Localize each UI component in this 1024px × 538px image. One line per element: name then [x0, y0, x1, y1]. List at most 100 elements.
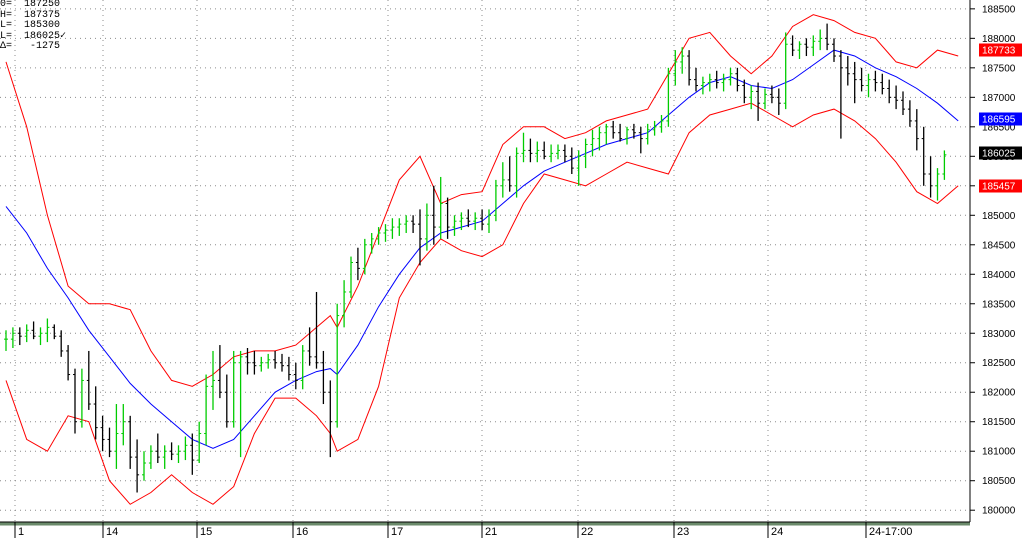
ohlc-bar	[659, 115, 664, 133]
ohlc-bar	[176, 445, 181, 464]
ohlc-bar	[197, 421, 202, 464]
ohlc-bar	[59, 330, 64, 357]
change-value: Δ= -1275	[0, 41, 61, 52]
high-value: H= 187375	[0, 9, 61, 21]
lower-band-line	[5, 102, 959, 505]
ohlc-bar	[556, 144, 560, 160]
ohlc-bar	[93, 386, 98, 440]
y-tick-label: 187500	[982, 63, 1016, 74]
ohlc-bar	[438, 176, 443, 239]
price-label-box	[979, 43, 1022, 57]
ohlc-bar	[211, 350, 215, 410]
ohlc-bar	[769, 85, 774, 104]
x-session-label: 21	[485, 526, 497, 538]
ohlc-bar	[369, 232, 374, 254]
ohlc-bar	[328, 380, 333, 458]
ohlc-bar	[735, 67, 740, 92]
y-tick-label: 187000	[982, 93, 1016, 104]
ohlc-bar	[590, 129, 595, 157]
ohlc-bar	[349, 256, 353, 298]
last-price-label: 186025	[979, 146, 1022, 160]
ohlc-bar	[942, 150, 947, 180]
ohlc-bar	[825, 23, 830, 51]
ohlc-bar	[928, 156, 933, 198]
ohlc-bar	[190, 433, 195, 475]
ohlc-bar	[411, 215, 416, 233]
ohlc-bar	[155, 433, 160, 464]
ohlc-bar	[597, 126, 602, 151]
ohlc-bar	[397, 218, 402, 236]
ohlc-bar	[935, 168, 940, 201]
ohlc-bar	[204, 374, 209, 446]
y-tick-label: 180500	[982, 476, 1016, 487]
ohlc-bar	[376, 227, 381, 245]
y-tick-label: 182500	[982, 358, 1016, 369]
ohlc-bar	[252, 350, 257, 375]
ohlc-bar	[114, 404, 119, 469]
ohlc-bar	[452, 215, 457, 236]
ohlc-bar	[638, 126, 643, 154]
ohlc-bar	[459, 212, 464, 231]
ohlc-bar	[818, 29, 823, 51]
ohlc-info-panel: 0= 187250 H= 187375 L= 185300 L= 186025✓…	[0, 0, 66, 53]
ohlc-bar	[183, 436, 188, 461]
ohlc-bar	[604, 123, 609, 145]
y-tick-label: 182000	[982, 388, 1016, 399]
ohlc-bar	[687, 50, 692, 86]
ohlc-bar	[562, 144, 567, 163]
ohlc-bar	[625, 126, 629, 145]
ohlc-bar	[631, 123, 636, 139]
ohlc-bar	[811, 35, 816, 57]
x-session-label: 15	[200, 526, 212, 538]
ohlc-bar	[783, 32, 788, 110]
y-tick-label: 183500	[982, 299, 1016, 310]
y-tick-label: 183000	[982, 329, 1016, 340]
ohlc-bar	[107, 427, 112, 458]
x-axis: 1 14 15 16 17 21 22 23 24 24-17:00	[0, 521, 970, 538]
ohlc-bar	[79, 368, 84, 428]
ohlc-bar	[314, 291, 319, 369]
ohlc-bar	[790, 35, 795, 57]
ohlc-bar	[914, 109, 919, 151]
ohlc-bar	[852, 61, 857, 104]
ohlc-bar	[728, 67, 733, 86]
ohlc-bar	[66, 345, 71, 381]
ohlc-bar	[383, 224, 388, 242]
ohlc-bar	[259, 356, 264, 372]
x-session-label: 22	[581, 526, 593, 538]
y-tick-label: 184500	[982, 240, 1016, 251]
x-session-label: 23	[677, 526, 689, 538]
ohlc-bar	[873, 70, 878, 92]
price-label-text: 187733	[982, 46, 1016, 57]
ohlc-bar	[238, 350, 243, 458]
ohlc-bar	[694, 67, 698, 92]
ohlc-bar	[907, 100, 912, 127]
price-bars	[4, 23, 947, 493]
ohlc-bar	[24, 324, 29, 343]
ohlc-bar	[542, 141, 547, 160]
price-label-box	[979, 112, 1022, 126]
ohlc-bar	[128, 415, 133, 469]
ohlc-bar	[424, 203, 429, 251]
ohlc-bar	[100, 415, 105, 452]
price-labels: 187733 186595 186025 185457	[979, 43, 1022, 193]
bollinger-upper-band	[5, 14, 959, 387]
upper-band-price-label: 187733	[979, 43, 1022, 57]
price-label-text: 185457	[982, 182, 1016, 193]
ohlc-bar	[673, 50, 678, 86]
ohlc-bar	[245, 348, 250, 375]
y-tick-label: 180000	[982, 506, 1016, 517]
low-value: L= 185300	[0, 20, 61, 31]
ohlc-bar	[500, 162, 505, 198]
ohlc-bar	[618, 123, 623, 142]
price-label-text: 186025	[982, 149, 1016, 160]
ohlc-bar	[142, 451, 146, 481]
ohlc-bar	[859, 67, 864, 92]
ohlc-bar	[487, 209, 491, 233]
ohlc-bar	[514, 147, 519, 198]
ohlc-bar	[880, 73, 885, 95]
ohlc-bar	[742, 79, 747, 104]
ohlc-bar	[845, 56, 850, 86]
ohlc-bar	[342, 280, 347, 328]
